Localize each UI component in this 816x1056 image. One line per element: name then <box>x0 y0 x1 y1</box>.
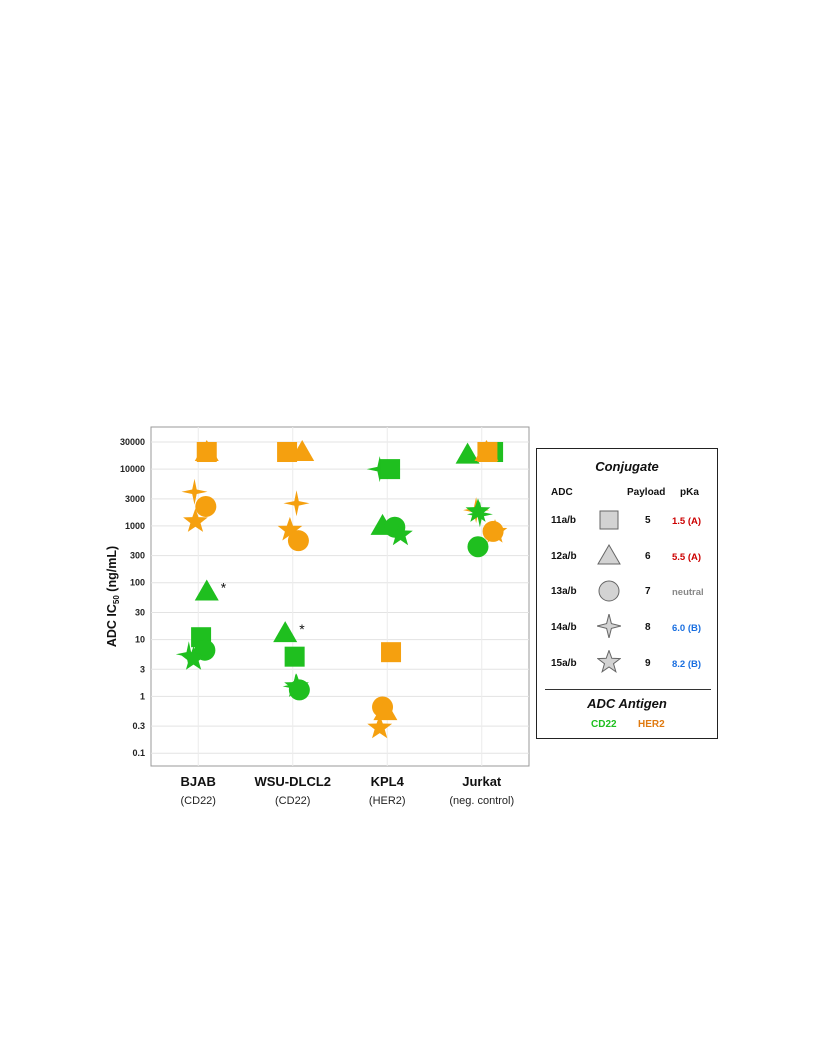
data-point-square-cd22 <box>284 646 305 667</box>
data-point-star-cd22 <box>465 498 491 522</box>
data-point-star-her2 <box>183 508 208 532</box>
y-tick-label: 100 <box>130 578 145 588</box>
data-point-circle-cd22 <box>288 679 310 701</box>
data-point-circle-her2 <box>287 530 309 552</box>
legend-antigen-title: ADC Antigen <box>587 696 667 711</box>
y-tick-label: 0.3 <box>132 721 145 731</box>
data-point-star-her2 <box>482 519 508 543</box>
legend-payload: 6 <box>645 551 651 562</box>
y-axis-label-unit: (ng/mL) <box>105 546 119 595</box>
data-point-cross-cd22 <box>366 456 393 483</box>
legend-adc-label: 15a/b <box>551 658 577 669</box>
data-point-square-her2 <box>277 442 298 463</box>
star-icon <box>597 650 621 674</box>
legend-adc-label: 12a/b <box>551 551 577 562</box>
data-point-triangle-her2 <box>290 440 315 462</box>
legend-pka: 8.2 (B) <box>672 659 702 670</box>
y-tick-label: 1000 <box>125 521 145 531</box>
y-tick-label: 1 <box>140 691 145 701</box>
data-point-star-her2 <box>367 714 393 739</box>
data-point-cross-cd22 <box>175 641 202 668</box>
data-point-square-cd22 <box>380 459 401 480</box>
y-tick-label: 3 <box>140 664 145 674</box>
data-point-cross-her2 <box>181 478 208 505</box>
data-point-circle-cd22 <box>467 536 489 558</box>
legend-adc-label: 13a/b <box>551 586 577 597</box>
y-axis-label-main: ADC IC <box>105 604 119 647</box>
data-point-star-cd22 <box>181 646 206 670</box>
y-tick-label: 10000 <box>120 464 145 474</box>
legend-adc-label: 14a/b <box>551 622 577 633</box>
data-point-triangle-cd22 <box>194 579 219 601</box>
legend-antigen-her2: HER2 <box>638 719 665 730</box>
significance-asterisk: * <box>221 580 227 596</box>
data-point-square-her2 <box>381 642 402 663</box>
circle-icon <box>598 580 620 602</box>
four-point-star-icon <box>597 614 621 638</box>
data-point-star-her2 <box>277 516 303 541</box>
y-tick-label: 300 <box>130 551 145 561</box>
legend-title: Conjugate <box>595 459 659 474</box>
legend-pka: neutral <box>672 587 704 598</box>
data-point-triangle-cd22 <box>273 621 298 643</box>
category-label: Jurkat <box>462 774 502 789</box>
y-axis-label-sub: 50 <box>112 595 121 604</box>
data-point-triangle-cd22 <box>455 442 480 464</box>
data-point-star-cd22 <box>388 521 413 546</box>
data-point-triangle-her2 <box>194 440 219 462</box>
category-sublabel: (neg. control) <box>449 795 514 807</box>
legend: Conjugate ADC Payload pKa 11a/b 5 1.5 (A… <box>536 448 718 739</box>
legend-pka: 5.5 (A) <box>672 552 702 563</box>
data-point-circle-her2 <box>195 495 217 517</box>
y-tick-label: 30000 <box>120 437 145 447</box>
category-sublabel: (HER2) <box>369 795 406 807</box>
legend-payload: 7 <box>645 586 651 597</box>
category-sublabel: (CD22) <box>181 795 216 807</box>
category-sublabel: (CD22) <box>275 795 310 807</box>
data-point-triangle-her2 <box>373 699 398 721</box>
y-tick-label: 3000 <box>125 494 145 504</box>
data-point-triangle-her2 <box>474 440 499 462</box>
y-tick-label: 30 <box>135 607 145 617</box>
legend-payload: 5 <box>645 515 651 526</box>
legend-header-adc: ADC <box>551 487 573 498</box>
y-tick-label: 0.1 <box>132 748 145 758</box>
legend-payload: 9 <box>645 658 651 669</box>
square-icon <box>599 510 619 530</box>
data-point-cross-cd22 <box>466 501 493 528</box>
significance-asterisk: * <box>299 621 305 637</box>
legend-pka: 1.5 (A) <box>672 516 702 527</box>
category-label: BJAB <box>181 774 216 789</box>
data-point-cross-her2 <box>283 490 310 517</box>
y-axis-label: ADC IC50 (ng/mL) <box>105 546 121 647</box>
legend-header-payload: Payload <box>627 487 666 498</box>
legend-antigen-cd22: CD22 <box>591 719 617 730</box>
legend-divider <box>545 689 711 690</box>
legend-header-pka: pKa <box>680 487 699 498</box>
triangle-icon <box>597 544 621 565</box>
legend-pka: 6.0 (B) <box>672 623 702 634</box>
y-tick-label: 10 <box>135 635 145 645</box>
category-label: KPL4 <box>371 774 405 789</box>
legend-adc-label: 11a/b <box>551 515 577 526</box>
category-label: WSU-DLCL2 <box>254 774 331 789</box>
legend-payload: 8 <box>645 622 651 633</box>
